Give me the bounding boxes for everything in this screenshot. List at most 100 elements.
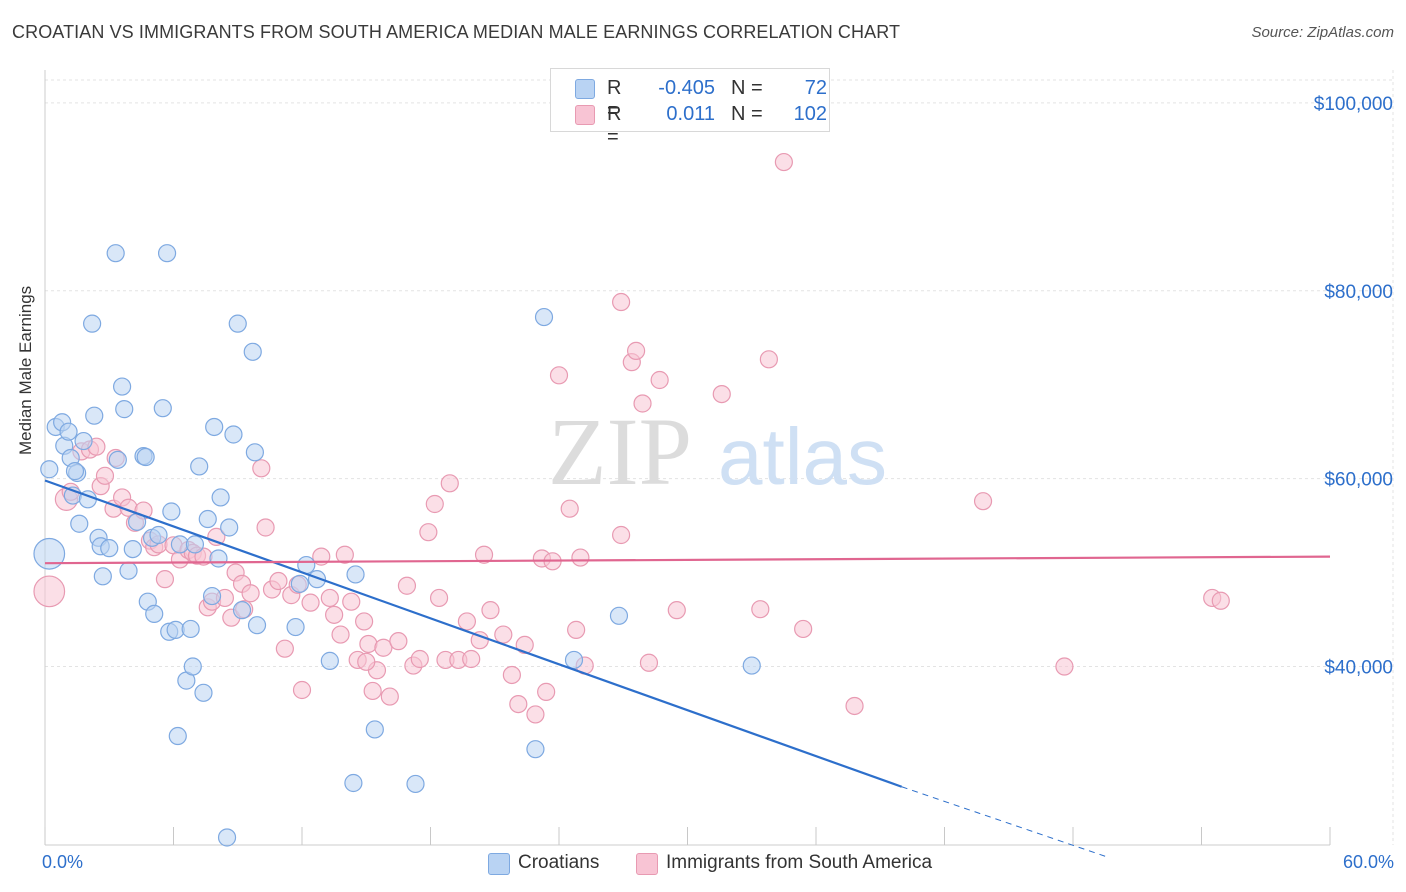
point-croatians — [136, 447, 155, 467]
point-immigrants — [363, 681, 382, 701]
y-tick-label: $40,000 — [1324, 658, 1393, 679]
point-immigrants — [509, 694, 528, 714]
point-croatians — [742, 656, 761, 675]
point-croatians — [190, 457, 209, 476]
point-croatians — [211, 488, 230, 507]
point-immigrants — [650, 370, 669, 390]
legend-r-value: -0.405 — [658, 77, 715, 99]
point-immigrants — [380, 687, 399, 706]
point-croatians — [209, 549, 228, 568]
point-croatians — [162, 502, 181, 521]
y-tick-labels: $40,000 $60,000 $80,000 $100,000 — [1314, 94, 1393, 679]
point-croatians — [290, 574, 309, 593]
point-immigrants — [526, 705, 545, 724]
point-croatians — [247, 616, 267, 635]
point-immigrants — [794, 619, 813, 639]
point-immigrants — [355, 612, 374, 631]
point-immigrants — [374, 638, 393, 657]
point-immigrants — [626, 341, 646, 360]
legend-swatch-immigrants — [636, 853, 658, 875]
point-croatians — [65, 462, 85, 481]
point-immigrants — [397, 576, 417, 595]
point-immigrants — [567, 620, 586, 639]
point-immigrants — [667, 601, 686, 620]
point-immigrants — [774, 152, 793, 172]
point-immigrants — [1211, 591, 1230, 610]
axes — [44, 70, 1331, 846]
point-immigrants — [537, 682, 556, 701]
point-immigrants — [515, 635, 534, 655]
point-croatians — [33, 537, 66, 570]
point-immigrants — [440, 474, 459, 493]
point-croatians — [198, 509, 217, 529]
point-croatians — [59, 422, 78, 441]
point-croatians — [406, 774, 425, 794]
point-croatians — [108, 450, 127, 469]
point-croatians — [149, 525, 168, 545]
point-immigrants — [612, 525, 631, 545]
legend-swatch-croatians — [575, 79, 595, 99]
point-croatians — [346, 565, 365, 584]
x-tick-min: 0.0% — [42, 852, 84, 872]
point-immigrants — [759, 350, 778, 369]
watermark-atlas: atlas — [718, 412, 887, 501]
legend-r-value: 0.011 — [666, 103, 715, 125]
point-immigrants — [325, 605, 344, 624]
point-croatians — [307, 570, 327, 589]
x-tick-max: 60.0% — [1342, 852, 1394, 872]
point-croatians — [220, 518, 239, 537]
legend-r-label: R = — [607, 103, 622, 148]
point-immigrants — [33, 575, 66, 608]
watermark-zip: ZIP — [548, 398, 692, 505]
point-immigrants — [429, 588, 449, 608]
point-immigrants — [342, 592, 361, 611]
point-croatians — [83, 314, 102, 333]
trend-line-croatians — [44, 479, 903, 788]
legend-r-label: R = — [607, 77, 622, 122]
point-croatians — [194, 683, 213, 702]
point-croatians — [320, 651, 339, 670]
point-immigrants — [252, 459, 271, 478]
point-croatians — [185, 535, 205, 554]
trend-lines — [44, 479, 1331, 857]
point-immigrants — [457, 612, 477, 631]
point-croatians — [106, 244, 125, 263]
point-croatians — [534, 307, 554, 327]
point-croatians — [202, 586, 222, 606]
legend-n-label: N = — [731, 77, 763, 99]
point-immigrants — [359, 634, 378, 654]
point-croatians — [40, 460, 59, 479]
point-croatians — [365, 720, 384, 739]
point-croatians — [181, 619, 200, 639]
y-axis-label: Median Male Earnings — [16, 285, 35, 455]
point-croatians — [145, 604, 164, 624]
point-immigrants — [712, 384, 731, 404]
correlation-legend: R = -0.405 N = 72 R = 0.011 N = 102 — [550, 68, 830, 148]
point-croatians — [224, 425, 243, 444]
point-croatians — [85, 406, 104, 425]
point-immigrants — [335, 545, 354, 564]
point-immigrants — [292, 680, 312, 700]
point-croatians — [119, 561, 138, 580]
point-immigrants — [269, 571, 288, 591]
point-immigrants — [639, 653, 659, 672]
point-immigrants — [357, 652, 376, 671]
point-immigrants — [419, 523, 438, 542]
trend-line-immigrants — [44, 555, 1331, 565]
point-croatians — [245, 443, 264, 462]
point-croatians — [564, 650, 584, 670]
legend-n-value: 102 — [793, 103, 827, 125]
point-immigrants — [320, 588, 339, 608]
legend-n-value: 72 — [804, 77, 827, 99]
point-immigrants — [474, 545, 494, 564]
point-croatians — [70, 514, 89, 533]
legend-swatch-immigrants — [575, 105, 595, 125]
point-immigrants — [410, 649, 429, 669]
y-tick-label: $100,000 — [1314, 94, 1393, 115]
point-immigrants — [845, 696, 864, 716]
watermark: ZIP atlas — [548, 398, 887, 505]
legend-label-immigrants: Immigrants from South America — [666, 852, 933, 873]
point-immigrants — [633, 394, 652, 413]
point-croatians — [168, 726, 187, 746]
